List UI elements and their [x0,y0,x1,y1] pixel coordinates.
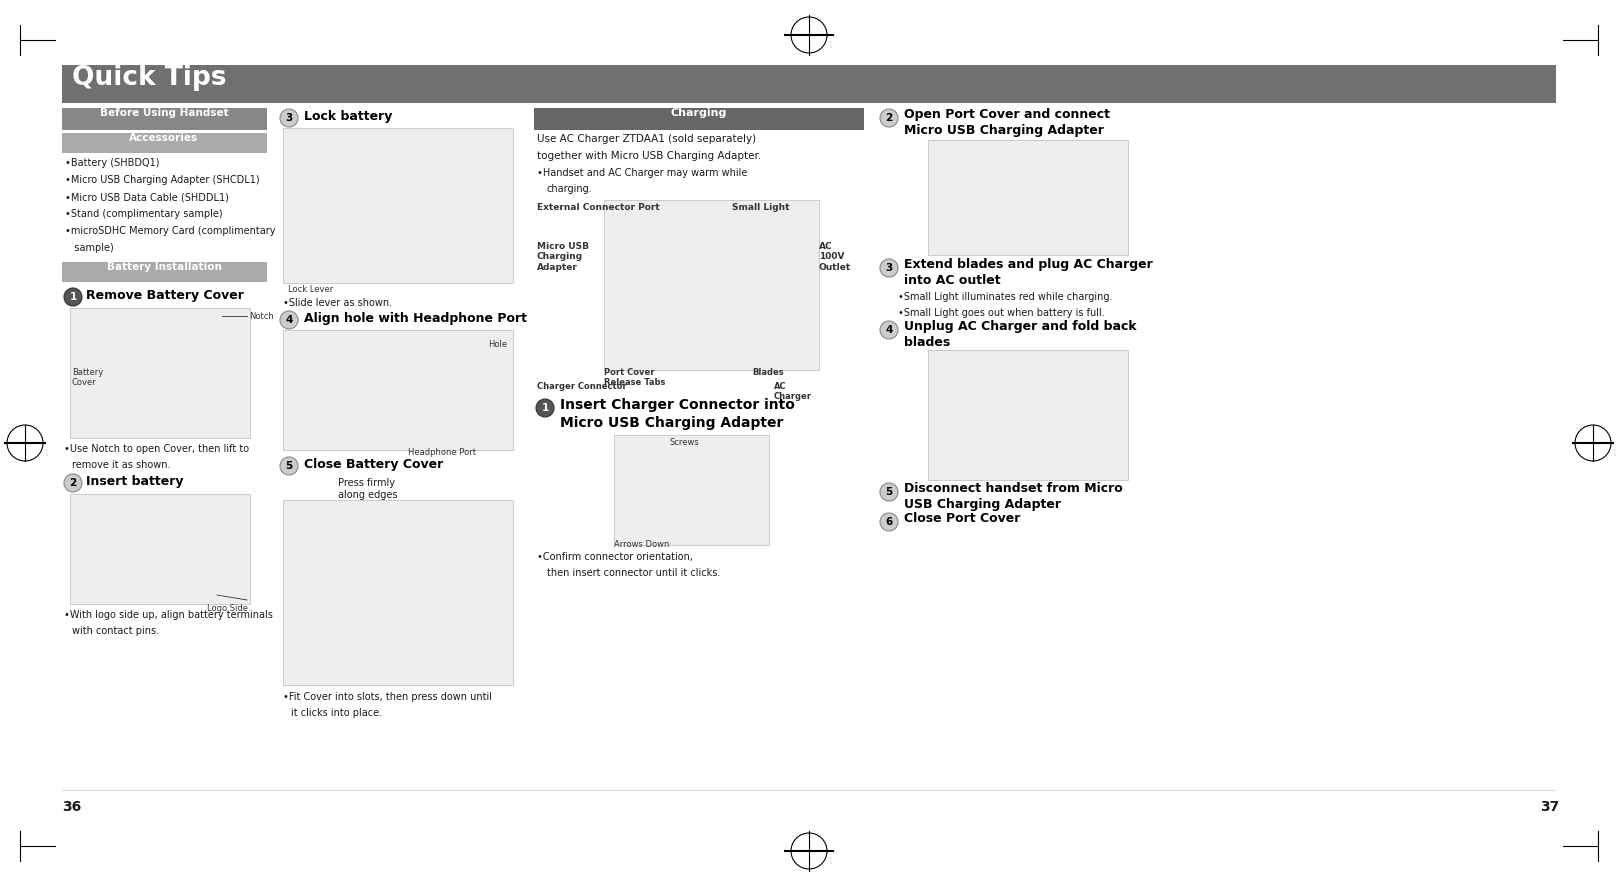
Bar [61,65,1557,103]
Text: Small Light: Small Light [731,203,790,212]
Circle shape [880,109,898,127]
Text: Micro USB Charging Adapter: Micro USB Charging Adapter [904,124,1103,137]
Text: 4: 4 [285,315,293,325]
Bar [70,308,251,438]
Text: Close Battery Cover: Close Battery Cover [304,458,443,471]
Text: •Stand (complimentary sample): •Stand (complimentary sample) [65,209,223,219]
Text: Close Port Cover: Close Port Cover [904,512,1021,525]
Text: remove it as shown.: remove it as shown. [71,460,170,470]
Text: Accessories: Accessories [129,133,199,143]
Bar [70,494,251,604]
Text: Insert Charger Connector into: Insert Charger Connector into [560,398,794,412]
Text: Battery
Cover: Battery Cover [71,368,104,387]
Text: Logo Side: Logo Side [207,604,248,613]
Bar [61,262,267,282]
Circle shape [880,259,898,277]
Text: •microSDHC Memory Card (complimentary: •microSDHC Memory Card (complimentary [65,226,275,236]
Circle shape [880,513,898,531]
Text: •Battery (SHBDQ1): •Battery (SHBDQ1) [65,158,160,168]
Text: 1: 1 [542,403,549,413]
Text: AC
100V
Outlet: AC 100V Outlet [819,242,851,272]
Text: 1: 1 [70,292,76,302]
Text: Hole: Hole [489,340,506,349]
Bar [604,200,819,370]
Text: •Confirm connector orientation,: •Confirm connector orientation, [537,552,693,562]
Text: •Handset and AC Charger may warm while: •Handset and AC Charger may warm while [537,168,748,178]
Text: Headphone Port: Headphone Port [408,448,476,457]
Text: •With logo side up, align battery terminals: •With logo side up, align battery termin… [65,610,273,620]
Text: Use AC Charger ZTDAA1 (sold separately): Use AC Charger ZTDAA1 (sold separately) [537,134,756,144]
Circle shape [65,288,83,306]
Text: Unplug AC Charger and fold back: Unplug AC Charger and fold back [904,320,1136,333]
Text: Lock Lever: Lock Lever [288,285,333,294]
Bar [61,108,267,130]
Text: it clicks into place.: it clicks into place. [291,708,382,718]
Bar [283,330,513,450]
Text: Extend blades and plug AC Charger: Extend blades and plug AC Charger [904,258,1152,271]
Text: together with Micro USB Charging Adapter.: together with Micro USB Charging Adapter… [537,151,760,161]
Bar [929,140,1128,255]
Text: 37: 37 [1540,800,1560,814]
Text: USB Charging Adapter: USB Charging Adapter [904,498,1061,511]
Text: into AC outlet: into AC outlet [904,274,1000,287]
Text: •Micro USB Charging Adapter (SHCDL1): •Micro USB Charging Adapter (SHCDL1) [65,175,259,185]
Text: 2: 2 [70,478,76,488]
Text: Blades: Blades [752,368,783,377]
Text: Press firmly
along edges: Press firmly along edges [338,478,398,500]
Text: with contact pins.: with contact pins. [71,626,159,636]
Text: Disconnect handset from Micro: Disconnect handset from Micro [904,482,1123,495]
Bar [534,108,864,130]
Bar [613,435,769,545]
Text: •Small Light goes out when battery is full.: •Small Light goes out when battery is fu… [898,308,1105,318]
Text: Port Cover
Release Tabs: Port Cover Release Tabs [604,368,665,387]
Bar [283,500,513,685]
Circle shape [880,321,898,339]
Bar [61,133,267,153]
Text: Quick Tips: Quick Tips [71,65,227,91]
Text: 5: 5 [285,461,293,471]
Text: Remove Battery Cover: Remove Battery Cover [86,289,244,302]
Text: •Use Notch to open Cover, then lift to: •Use Notch to open Cover, then lift to [65,444,249,454]
Text: 4: 4 [885,325,893,335]
Text: Lock battery: Lock battery [304,110,393,123]
Circle shape [280,311,298,329]
Text: 2: 2 [885,113,893,123]
Text: •Micro USB Data Cable (SHDDL1): •Micro USB Data Cable (SHDDL1) [65,192,228,202]
Circle shape [280,109,298,127]
Text: Notch: Notch [249,312,273,321]
Text: Micro USB
Charging
Adapter: Micro USB Charging Adapter [537,242,589,272]
Text: Screws: Screws [670,438,699,447]
Circle shape [536,399,553,417]
Text: charging.: charging. [547,184,592,194]
Text: AC
Charger: AC Charger [773,382,812,401]
Text: Insert battery: Insert battery [86,475,183,488]
Text: •Fit Cover into slots, then press down until: •Fit Cover into slots, then press down u… [283,692,492,702]
Text: blades: blades [904,336,950,349]
Text: Micro USB Charging Adapter: Micro USB Charging Adapter [560,416,783,430]
Text: 3: 3 [885,263,893,273]
Circle shape [65,474,83,492]
Text: Align hole with Headphone Port: Align hole with Headphone Port [304,312,527,325]
Circle shape [280,457,298,475]
Text: sample): sample) [65,243,113,253]
Text: Charger Connector: Charger Connector [537,382,626,391]
Text: Charging: Charging [671,108,726,118]
Text: Before Using Handset: Before Using Handset [100,108,228,118]
Text: 36: 36 [61,800,81,814]
Text: •Slide lever as shown.: •Slide lever as shown. [283,298,392,308]
Text: External Connector Port: External Connector Port [537,203,660,212]
Text: 3: 3 [285,113,293,123]
Text: Open Port Cover and connect: Open Port Cover and connect [904,108,1110,121]
Text: then insert connector until it clicks.: then insert connector until it clicks. [547,568,720,578]
Bar [283,128,513,283]
Circle shape [880,483,898,501]
Bar [929,350,1128,480]
Text: Battery Installation: Battery Installation [107,262,222,272]
Text: 6: 6 [885,517,893,527]
Text: 5: 5 [885,487,893,497]
Text: Arrows Down: Arrows Down [613,540,670,549]
Text: •Small Light illuminates red while charging.: •Small Light illuminates red while charg… [898,292,1113,302]
